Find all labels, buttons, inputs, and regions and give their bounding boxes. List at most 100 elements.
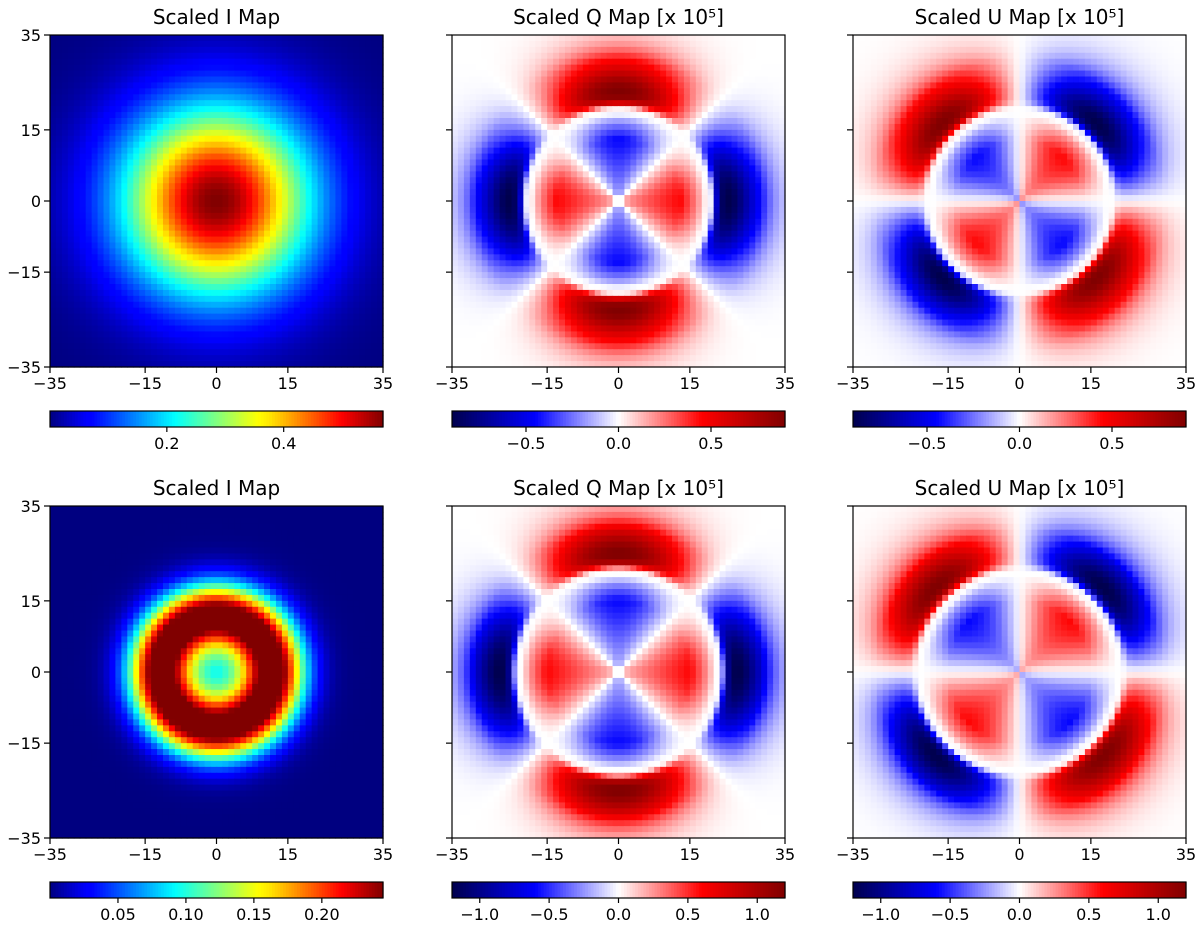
heatmap-cell (377, 129, 384, 137)
heatmap-cell (246, 206, 253, 214)
heatmap-cell (493, 165, 501, 172)
heatmap-cell (564, 165, 572, 172)
heatmap-cell (73, 112, 81, 119)
heatmap-cell (180, 35, 188, 42)
heatmap-cell (463, 189, 471, 196)
heatmap-cell (630, 195, 637, 202)
heatmap-cell (311, 64, 319, 72)
heatmap-cell (329, 248, 337, 255)
heatmap-cell (341, 349, 348, 356)
heatmap-cell (648, 206, 655, 214)
heatmap-cell (234, 147, 241, 155)
heatmap-cell (210, 147, 218, 155)
heatmap-cell (624, 88, 631, 95)
heatmap-cell (463, 76, 471, 84)
heatmap-cell (228, 112, 235, 119)
heatmap-cell (535, 58, 542, 66)
heatmap-cell (779, 189, 786, 196)
heatmap-cell (377, 248, 384, 255)
heatmap-cell (198, 112, 206, 119)
heatmap-cell (133, 319, 140, 327)
heatmap-cell (67, 201, 75, 208)
heatmap-cell (73, 242, 81, 250)
heatmap-cell (210, 123, 218, 131)
heatmap-cell (594, 165, 602, 172)
heatmap-cell (293, 106, 301, 113)
heatmap-cell (695, 52, 703, 60)
heatmap-cell (157, 153, 164, 161)
heatmap-cell (305, 313, 313, 321)
heatmap-cell (246, 40, 253, 48)
heatmap-cell (186, 355, 194, 362)
heatmap-cell (270, 46, 277, 54)
heatmap-cell (493, 135, 501, 143)
heatmap-cell (535, 64, 542, 72)
heatmap-cell (275, 224, 283, 232)
heatmap-cell (210, 289, 218, 297)
heatmap-cell (180, 242, 188, 250)
heatmap-cell (481, 159, 489, 167)
heatmap-cell (228, 248, 235, 255)
heatmap-cell (192, 153, 200, 161)
heatmap-cell (323, 295, 331, 303)
heatmap-cell (359, 46, 366, 54)
heatmap-cell (767, 129, 774, 137)
heatmap-cell (511, 58, 519, 66)
heatmap-cell (755, 206, 762, 214)
heatmap-cell (535, 159, 542, 167)
heatmap-cell (240, 224, 247, 232)
heatmap-cell (773, 76, 780, 84)
heatmap-cell (216, 112, 224, 119)
heatmap-cell (329, 129, 337, 137)
heatmap-cell (624, 118, 631, 125)
heatmap-cell (204, 260, 212, 267)
heatmap-cell (133, 135, 140, 143)
heatmap-cell (311, 129, 319, 137)
heatmap-cell (115, 40, 122, 48)
heatmap-cell (97, 325, 105, 333)
heatmap-cell (317, 201, 325, 208)
heatmap-cell (624, 177, 631, 184)
heatmap-cell (234, 355, 241, 362)
colorbar-segment (266, 411, 270, 427)
heatmap-cell (719, 153, 727, 161)
heatmap-cell (689, 153, 697, 161)
heatmap-cell (97, 284, 105, 291)
heatmap-cell (618, 106, 626, 113)
heatmap-cell (287, 301, 295, 309)
colorbar-segment (113, 411, 118, 427)
heatmap-cell (287, 35, 295, 42)
heatmap-cell (755, 189, 762, 196)
heatmap-cell (50, 260, 57, 267)
heatmap-cell (767, 195, 774, 202)
heatmap-cell (630, 64, 637, 72)
heatmap-cell (618, 94, 626, 101)
heatmap-cell (73, 201, 81, 208)
heatmap-cell (600, 106, 608, 113)
heatmap-cell (677, 100, 685, 107)
heatmap-cell (281, 64, 289, 72)
heatmap-cell (624, 76, 631, 84)
heatmap-cell (719, 46, 727, 54)
colorbar-segment (316, 411, 320, 427)
heatmap-cell (281, 153, 289, 161)
heatmap-cell (683, 159, 691, 167)
heatmap-cell (737, 106, 744, 113)
heatmap-cell (689, 46, 697, 54)
heatmap-cell (287, 159, 295, 167)
heatmap-cell (157, 52, 164, 60)
heatmap-cell (234, 343, 241, 350)
heatmap-cell (264, 171, 271, 178)
heatmap-cell (133, 118, 140, 125)
heatmap-cell (335, 183, 342, 190)
heatmap-cell (139, 307, 146, 315)
heatmap-cell (275, 230, 283, 238)
heatmap-cell (198, 218, 206, 226)
heatmap-cell (469, 88, 477, 95)
heatmap-cell (97, 88, 105, 95)
heatmap-cell (353, 58, 360, 66)
heatmap-cell (145, 212, 152, 220)
heatmap-cell (353, 112, 360, 119)
heatmap-cell (192, 242, 200, 250)
heatmap-cell (180, 189, 188, 196)
